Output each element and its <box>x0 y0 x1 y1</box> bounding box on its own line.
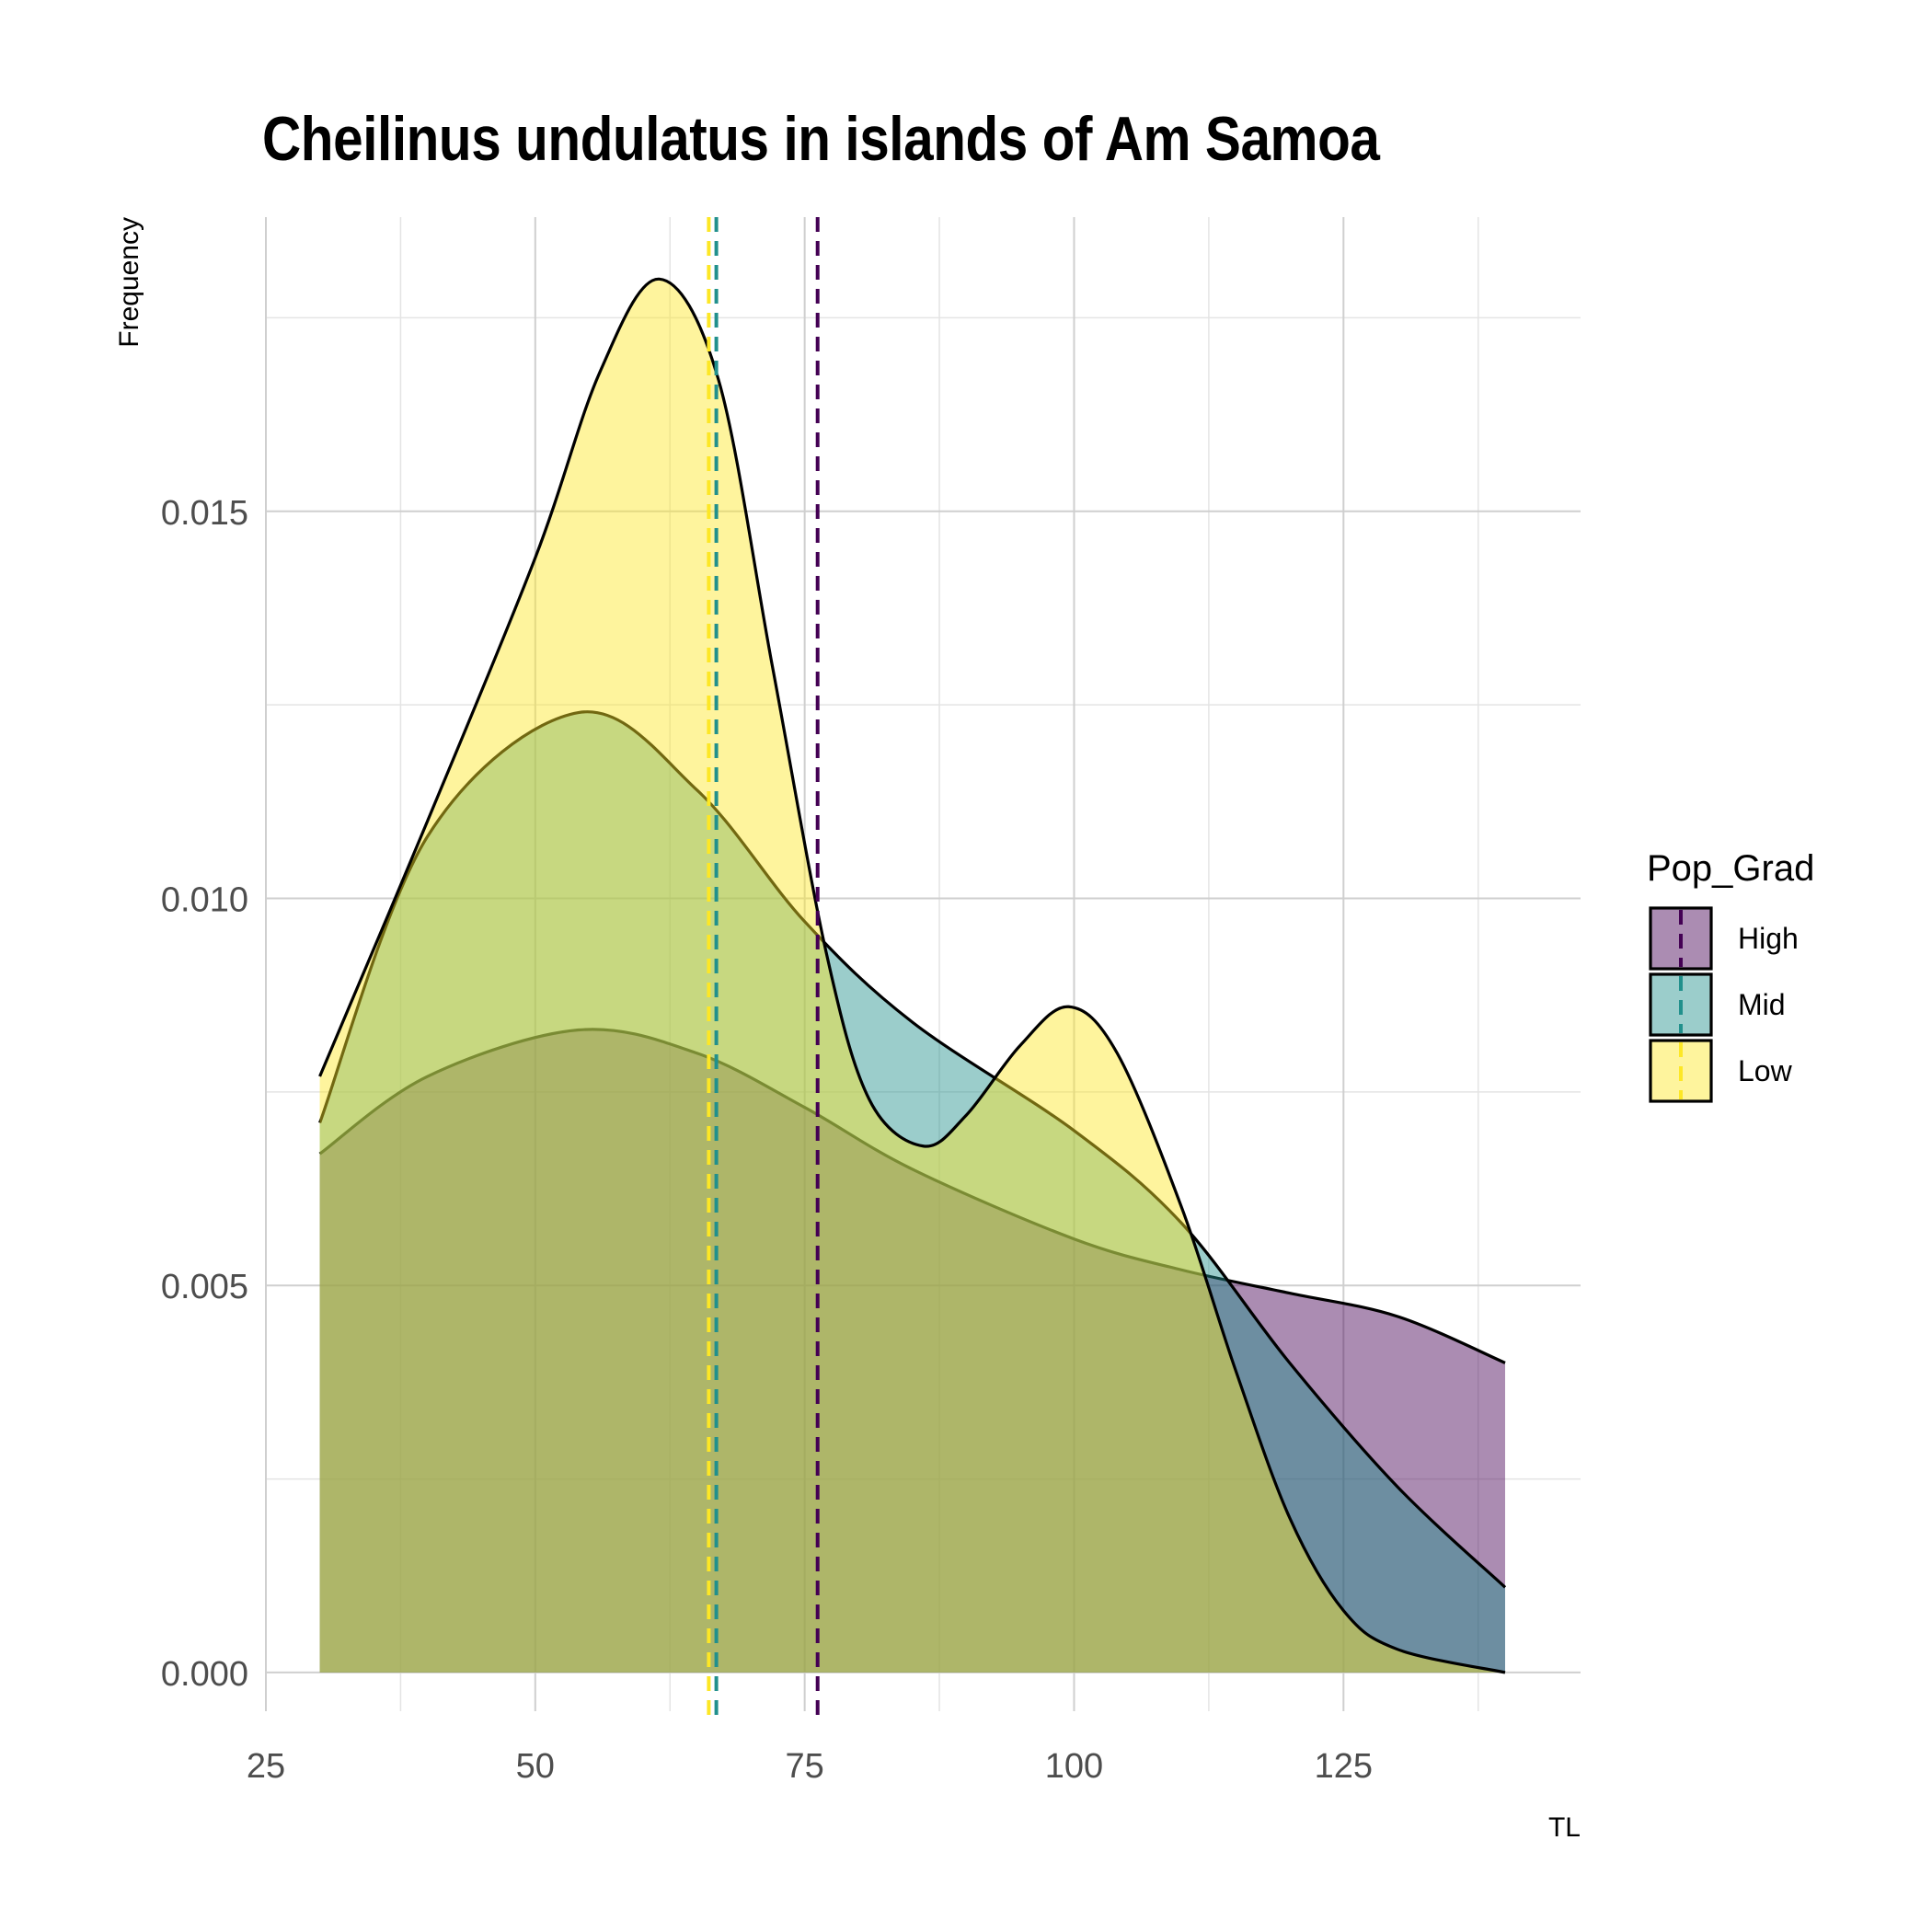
y-tick-label: 0.005 <box>161 1268 248 1306</box>
density-area-low <box>319 279 1506 1673</box>
density-area-mid <box>319 711 1506 1673</box>
legend: Pop_Grad High Mid Low <box>1647 848 1814 1103</box>
axis-ticks: 25 50 75 100 125 0.000 0.005 0.010 0.015 <box>161 494 1373 1786</box>
chart-title: Cheilinus undulatus in islands of Am Sam… <box>262 104 1380 174</box>
legend-title: Pop_Grad <box>1647 848 1814 889</box>
grid-lines <box>265 217 1581 1711</box>
x-tick-label: 100 <box>1045 1747 1103 1786</box>
density-areas <box>318 277 1507 1674</box>
density-line-mid <box>318 710 1507 1589</box>
legend-label-high: High <box>1738 922 1799 955</box>
density-line-low <box>318 277 1506 1674</box>
y-tick-label: 0.015 <box>161 494 248 533</box>
legend-label-mid: Mid <box>1738 988 1786 1021</box>
y-axis-title: Frequency <box>114 217 144 348</box>
legend-label-low: Low <box>1738 1054 1793 1087</box>
density-line-high <box>318 1028 1506 1364</box>
density-area-high <box>319 1029 1506 1673</box>
mean-lines <box>707 217 820 1722</box>
x-tick-label: 25 <box>247 1747 285 1786</box>
x-tick-label: 50 <box>516 1747 555 1786</box>
y-tick-label: 0.010 <box>161 880 248 919</box>
x-tick-label: 75 <box>786 1747 824 1786</box>
y-tick-label: 0.000 <box>161 1655 248 1694</box>
x-axis-title: TL <box>1548 1812 1581 1843</box>
x-tick-label: 125 <box>1315 1747 1373 1786</box>
